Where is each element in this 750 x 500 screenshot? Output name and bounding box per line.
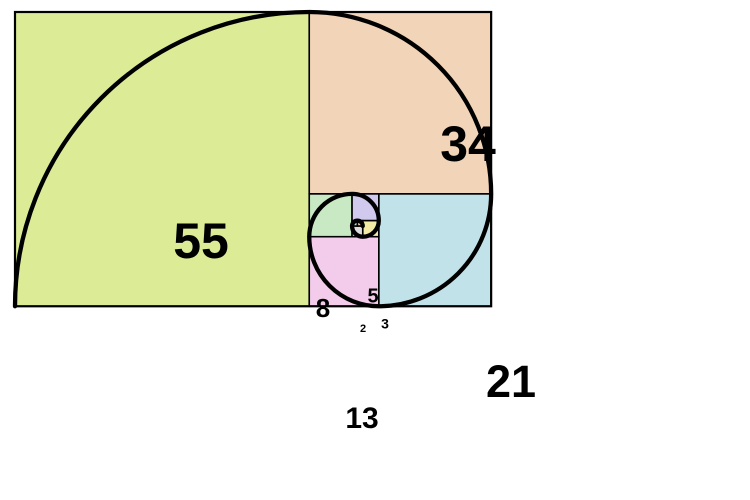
fibonacci-diagram: 55 34 21 13 8 53 2 xyxy=(0,0,750,500)
label-sq-3: 3 xyxy=(381,316,389,332)
label-sq-21: 21 xyxy=(486,356,536,407)
label-sq-5: 5 xyxy=(367,285,378,307)
label-sq-2: 2 xyxy=(360,323,366,335)
label-sq-55: 55 xyxy=(173,213,229,269)
label-sq-13: 13 xyxy=(345,402,378,435)
label-sq-8: 8 xyxy=(316,293,330,323)
square-sq-55 xyxy=(15,12,309,306)
squares-layer xyxy=(15,12,491,306)
label-sq-34: 34 xyxy=(440,116,496,172)
